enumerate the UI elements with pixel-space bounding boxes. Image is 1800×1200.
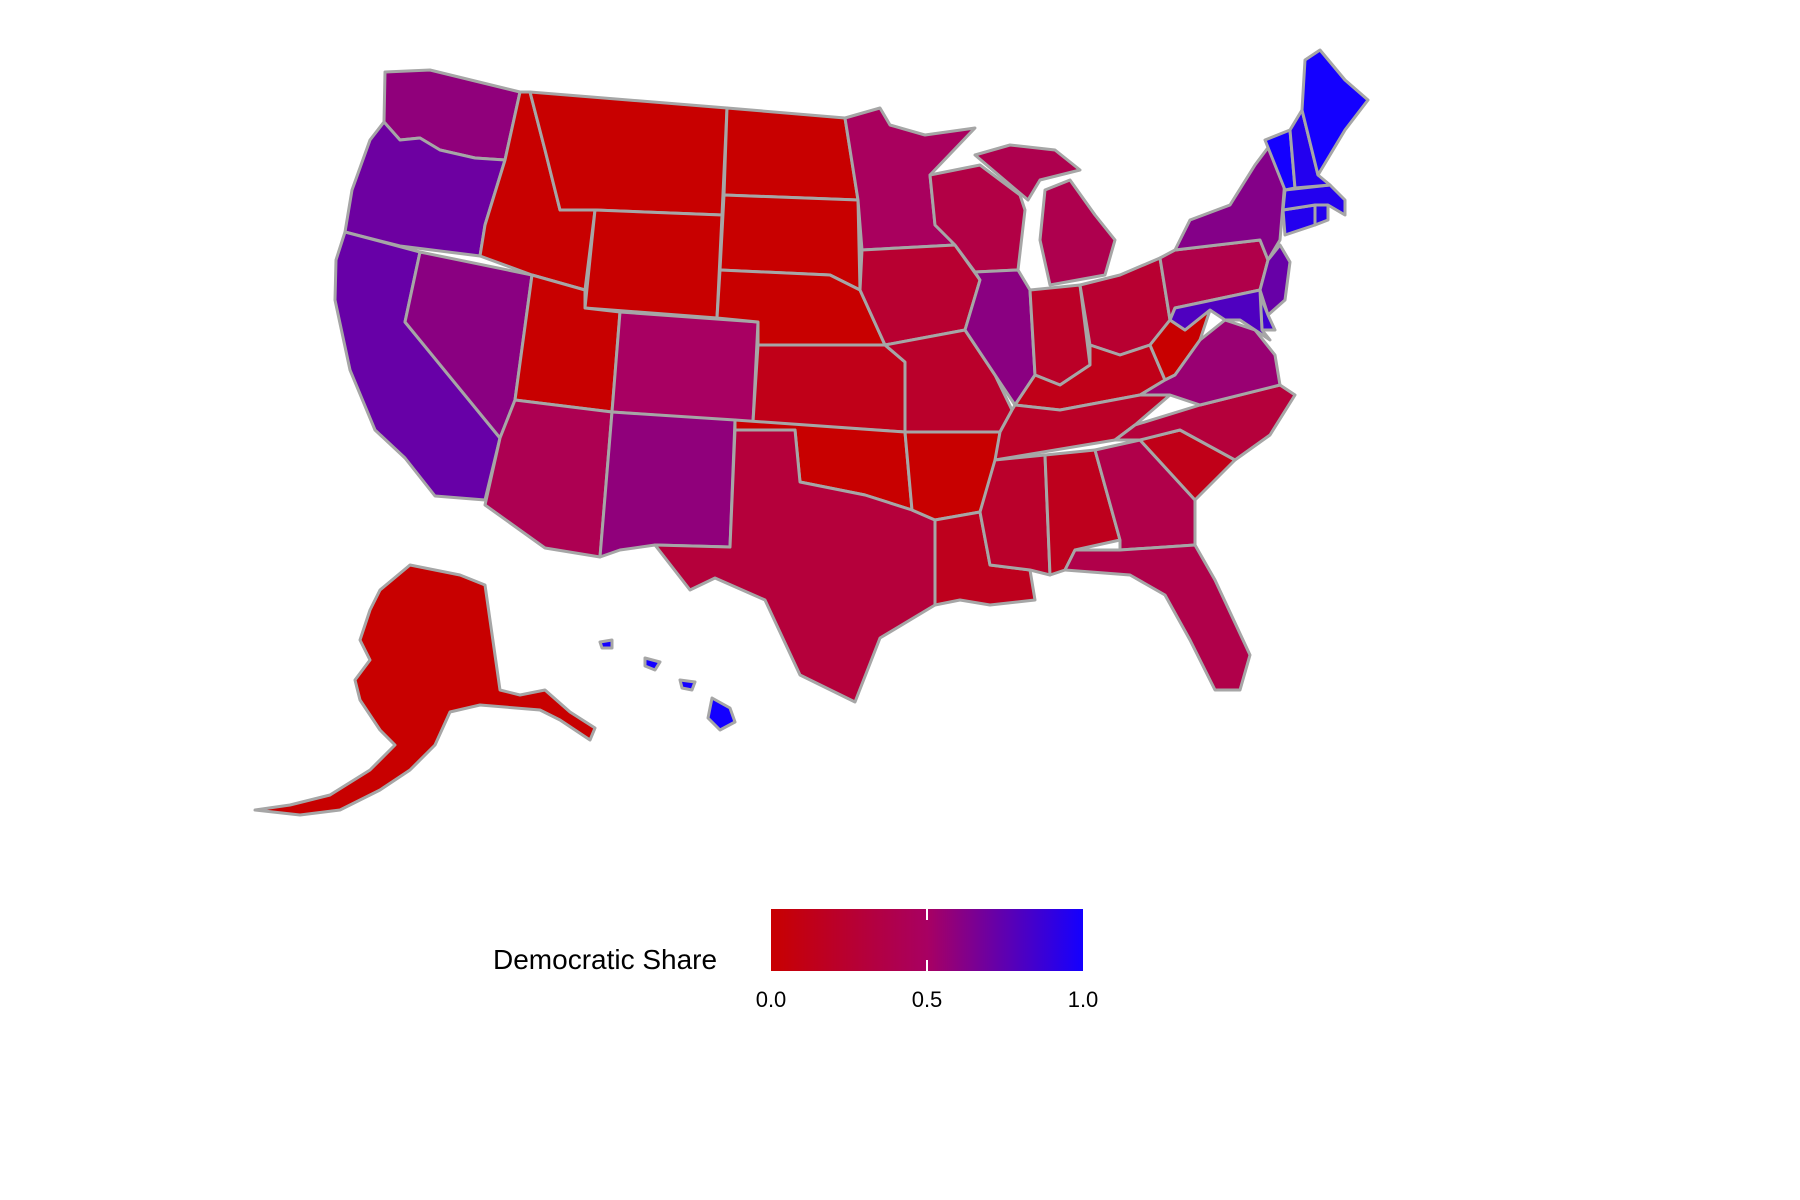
- state-fl[interactable]: [1063, 543, 1252, 692]
- state-md[interactable]: [1168, 288, 1272, 342]
- state-nd[interactable]: [722, 106, 860, 202]
- state-ak[interactable]: [253, 563, 597, 817]
- state-wy[interactable]: [583, 208, 724, 320]
- state-ks[interactable]: [751, 343, 907, 434]
- states-layer: [253, 48, 1370, 817]
- legend-tick-0: 0.0: [755, 987, 787, 1012]
- state-tx[interactable]: [653, 428, 937, 704]
- state-nc[interactable]: [1113, 383, 1297, 462]
- legend-colorbar: [771, 909, 1083, 971]
- state-nm[interactable]: [598, 410, 737, 559]
- state-ri[interactable]: [1313, 203, 1330, 227]
- legend-title: Democratic Share: [493, 944, 718, 975]
- us-choropleth-map: [253, 48, 1370, 817]
- state-ms[interactable]: [978, 453, 1052, 577]
- state-mt[interactable]: [528, 90, 729, 217]
- state-mi[interactable]: [973, 143, 1117, 287]
- state-ny[interactable]: [1173, 143, 1287, 262]
- legend-tick-1: 0.5: [911, 987, 943, 1012]
- state-ma[interactable]: [1281, 183, 1347, 217]
- legend-tick-2: 1.0: [1067, 987, 1099, 1012]
- state-nh[interactable]: [1288, 108, 1332, 190]
- state-hi[interactable]: [598, 638, 737, 732]
- state-co[interactable]: [610, 310, 760, 424]
- state-me[interactable]: [1300, 48, 1370, 177]
